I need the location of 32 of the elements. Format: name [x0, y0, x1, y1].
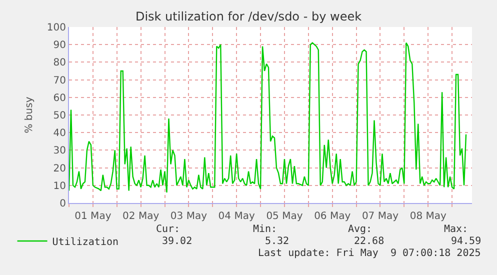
y-tick-label: 10 — [53, 180, 66, 192]
x-tick-label: 07 May — [362, 211, 399, 222]
text: Min: — [253, 224, 278, 235]
y-tick-label: 80 — [53, 58, 66, 69]
text: 22.68 — [354, 236, 384, 247]
y-axis-title: % busy — [24, 96, 35, 134]
y-tick-label: 70 — [53, 75, 66, 86]
text: Cur: — [156, 224, 180, 235]
text: Max: — [444, 224, 468, 235]
text: Avg: — [348, 224, 372, 235]
x-tick-label: 03 May — [170, 211, 208, 222]
y-tick-label: 20 — [53, 163, 66, 174]
y-tick-label: 30 — [53, 146, 66, 157]
text: Last update: Fri May 9 07:00:18 2025 — [258, 248, 481, 259]
text: 94.59 — [451, 236, 482, 247]
x-tick-label: 06 May — [314, 211, 351, 222]
y-tick-label: 60 — [53, 92, 66, 104]
text: 5.32 — [265, 236, 290, 247]
y-tick-label: 40 — [53, 128, 66, 140]
text: 39.02 — [162, 236, 192, 247]
x-tick-label: 04 May — [218, 211, 255, 222]
y-tick-label: 0 — [60, 198, 66, 210]
chart-title: Disk utilization for /dev/sdo - by week — [135, 9, 362, 24]
legend-label: Utilization — [52, 236, 119, 248]
y-tick-label: 100 — [46, 22, 66, 34]
x-tick-label: 01 May — [74, 211, 112, 222]
x-tick-label: 05 May — [266, 211, 303, 222]
x-tick-label: 08 May — [410, 211, 446, 222]
x-tick-label: 02 May — [122, 211, 160, 222]
line-series — [69, 42, 467, 194]
y-tick-label: 90 — [53, 40, 66, 52]
y-tick-label: 50 — [53, 110, 66, 122]
